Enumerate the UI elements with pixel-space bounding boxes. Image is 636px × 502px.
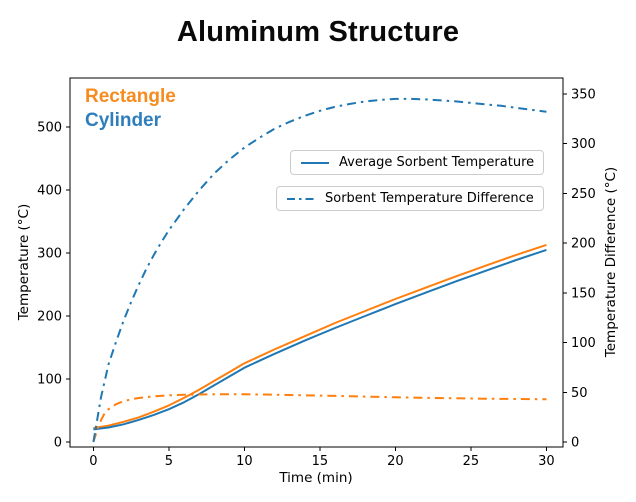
- right-y-tick-label: 250: [571, 187, 596, 202]
- legend-label-average: Average Sorbent Temperature: [339, 155, 535, 170]
- solid-line-icon: [301, 161, 329, 164]
- left-y-tick-label: 300: [37, 247, 62, 262]
- x-tick-label: 30: [538, 454, 555, 469]
- right-y-tick-label: 0: [571, 436, 579, 451]
- left-y-tick-label: 500: [37, 121, 62, 136]
- x-tick-label: 25: [463, 454, 480, 469]
- dashdot-line-icon: [287, 197, 315, 200]
- x-axis-label: Time (min): [279, 470, 353, 486]
- chart-title: Aluminum Structure: [176, 16, 460, 48]
- legend-sorbent-temperature-difference: Sorbent Temperature Difference: [276, 186, 544, 211]
- right-y-tick-label: 300: [571, 137, 596, 152]
- x-tick-label: 10: [236, 454, 253, 469]
- series-rectangle-sorbent-temperature-difference: [92, 393, 547, 443]
- right-y-tick-label: 200: [571, 237, 596, 252]
- rectangle-series-label: Rectangle: [85, 86, 176, 107]
- x-tick-label: 15: [312, 454, 329, 469]
- legend-label-difference: Sorbent Temperature Difference: [325, 191, 534, 206]
- left-y-axis-label: Temperature (°C): [16, 203, 32, 321]
- right-y-tick-label: 150: [571, 286, 596, 301]
- series-rectangle-average-sorbent-temperature: [93, 243, 547, 430]
- x-tick-label: 20: [387, 454, 404, 469]
- right-y-tick-label: 50: [571, 386, 588, 401]
- series-cylinder-average-sorbent-temperature: [93, 248, 547, 431]
- right-y-tick-label: 100: [571, 336, 596, 351]
- legend-average-sorbent-temperature: Average Sorbent Temperature: [290, 150, 545, 175]
- left-y-tick-label: 200: [37, 310, 62, 325]
- series-cylinder-sorbent-temperature-difference: [92, 97, 547, 443]
- right-y-axis-label: Temperature Difference (°C): [603, 166, 619, 358]
- left-y-tick-label: 100: [37, 372, 62, 387]
- left-y-tick-label: 0: [54, 435, 62, 450]
- x-tick-label: 0: [89, 454, 97, 469]
- left-y-tick-label: 400: [37, 184, 62, 199]
- cylinder-series-label: Cylinder: [85, 110, 162, 131]
- axes-frame: [69, 77, 564, 448]
- x-tick-label: 5: [165, 454, 173, 469]
- right-y-tick-label: 350: [571, 87, 596, 102]
